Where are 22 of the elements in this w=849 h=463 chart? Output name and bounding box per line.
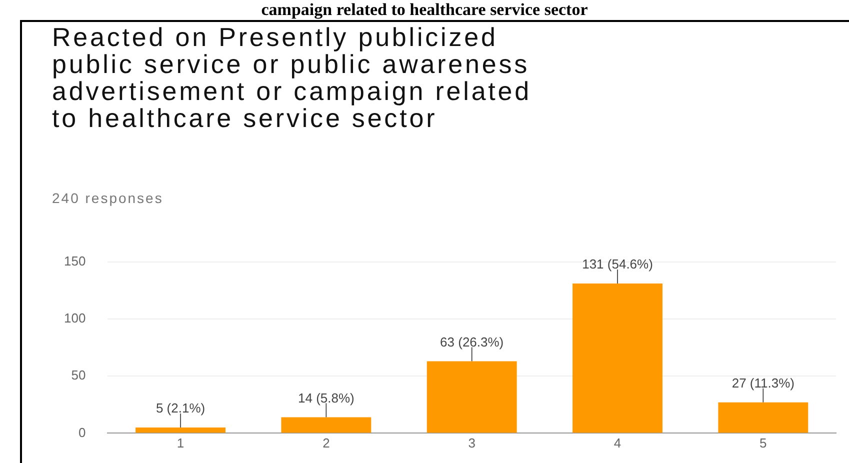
y-tick-label: 100	[64, 310, 86, 326]
data-label: 5 (2.1%)	[156, 400, 206, 416]
bar	[136, 427, 226, 433]
bar	[572, 284, 662, 433]
x-tick-label: 5	[760, 436, 767, 451]
chart-subtitle: 240 responses	[52, 190, 164, 206]
bar	[281, 417, 372, 433]
bar	[426, 361, 517, 433]
bar	[718, 402, 808, 433]
data-label: 131 (54.6%)	[582, 256, 653, 272]
x-tick-label: 1	[176, 436, 184, 451]
y-tick-label: 0	[78, 424, 86, 440]
text: campaign related to healthcare service sector	[260, 0, 589, 19]
x-tick-label: 3	[468, 436, 476, 451]
y-tick-label: 50	[71, 368, 86, 383]
data-label: 63 (26.3%)	[440, 334, 504, 350]
y-tick-label: 150	[64, 253, 86, 268]
x-tick-label: 2	[322, 436, 330, 451]
data-label: 14 (5.8%)	[298, 390, 354, 406]
data-label: 27 (11.3%)	[732, 375, 794, 390]
x-tick-label: 4	[614, 436, 622, 451]
chart-title: Reacted on Presently publicized public service or public awareness advertisement or campaign related to healthcare service sector	[52, 22, 533, 133]
